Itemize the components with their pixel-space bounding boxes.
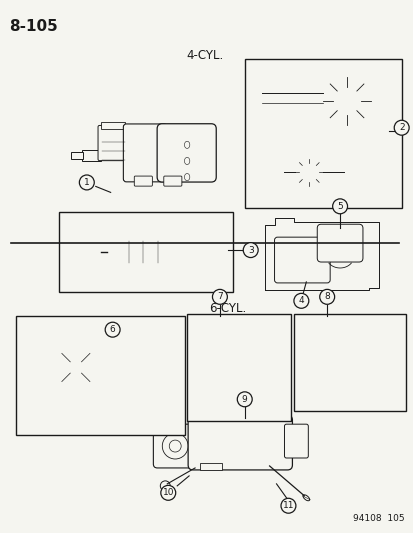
Ellipse shape xyxy=(233,352,243,382)
Bar xyxy=(187,314,291,421)
Text: 7: 7 xyxy=(216,292,222,301)
Ellipse shape xyxy=(184,157,189,165)
FancyBboxPatch shape xyxy=(100,342,149,405)
Circle shape xyxy=(323,77,370,125)
Circle shape xyxy=(243,243,258,257)
Circle shape xyxy=(162,433,188,459)
Ellipse shape xyxy=(184,141,189,148)
FancyBboxPatch shape xyxy=(153,424,199,468)
Circle shape xyxy=(320,377,325,383)
Text: 94108  105: 94108 105 xyxy=(352,514,404,523)
Text: 3: 3 xyxy=(247,246,253,255)
Circle shape xyxy=(293,293,308,308)
Circle shape xyxy=(380,349,388,357)
Circle shape xyxy=(332,87,360,115)
FancyBboxPatch shape xyxy=(43,337,110,410)
Bar xyxy=(340,341,382,398)
Text: 2: 2 xyxy=(398,123,404,132)
Bar xyxy=(81,150,101,161)
FancyBboxPatch shape xyxy=(164,176,181,186)
Bar xyxy=(59,212,232,292)
Bar xyxy=(199,463,221,470)
Bar xyxy=(294,314,405,411)
Text: 8: 8 xyxy=(323,292,329,301)
Text: 6: 6 xyxy=(109,325,115,334)
Circle shape xyxy=(160,486,175,500)
Circle shape xyxy=(169,440,181,452)
FancyBboxPatch shape xyxy=(274,237,330,283)
Text: 9: 9 xyxy=(241,395,247,404)
Circle shape xyxy=(393,120,408,135)
Bar xyxy=(71,152,83,159)
FancyBboxPatch shape xyxy=(157,124,216,182)
Ellipse shape xyxy=(224,352,234,382)
Circle shape xyxy=(342,97,350,105)
Text: 4: 4 xyxy=(298,296,304,305)
Ellipse shape xyxy=(206,352,216,382)
Circle shape xyxy=(305,168,313,176)
Circle shape xyxy=(62,353,90,382)
Ellipse shape xyxy=(216,352,225,382)
Circle shape xyxy=(316,374,330,387)
FancyBboxPatch shape xyxy=(123,124,166,182)
Text: 5: 5 xyxy=(337,202,342,211)
Circle shape xyxy=(68,360,83,375)
Circle shape xyxy=(316,358,330,372)
Circle shape xyxy=(105,322,120,337)
Text: 10: 10 xyxy=(162,488,173,497)
Circle shape xyxy=(280,498,295,513)
Circle shape xyxy=(237,392,252,407)
Circle shape xyxy=(320,361,325,367)
Bar xyxy=(58,403,90,410)
FancyBboxPatch shape xyxy=(188,415,292,470)
FancyBboxPatch shape xyxy=(98,125,128,160)
FancyBboxPatch shape xyxy=(284,424,308,458)
Ellipse shape xyxy=(242,352,252,382)
FancyBboxPatch shape xyxy=(104,237,173,268)
Circle shape xyxy=(380,378,388,386)
Circle shape xyxy=(319,289,334,304)
Ellipse shape xyxy=(251,352,261,382)
Circle shape xyxy=(160,481,170,491)
Circle shape xyxy=(170,246,182,258)
Ellipse shape xyxy=(302,495,309,501)
Circle shape xyxy=(79,175,94,190)
Bar xyxy=(16,316,185,435)
FancyBboxPatch shape xyxy=(134,176,152,186)
Text: 1: 1 xyxy=(84,178,90,187)
Circle shape xyxy=(164,240,188,264)
Circle shape xyxy=(380,364,388,372)
Circle shape xyxy=(189,243,195,249)
Circle shape xyxy=(56,348,95,387)
Bar xyxy=(101,122,124,129)
Bar xyxy=(244,59,401,208)
Circle shape xyxy=(212,289,227,304)
FancyBboxPatch shape xyxy=(316,224,362,262)
Text: 6-CYL.: 6-CYL. xyxy=(209,302,246,315)
Text: 8-105: 8-105 xyxy=(9,19,58,34)
FancyBboxPatch shape xyxy=(346,346,376,389)
Circle shape xyxy=(299,163,318,182)
Ellipse shape xyxy=(184,173,189,181)
Circle shape xyxy=(332,199,347,214)
Circle shape xyxy=(261,364,269,372)
Circle shape xyxy=(256,359,274,376)
Text: 11: 11 xyxy=(282,501,294,510)
Text: 4-CYL.: 4-CYL. xyxy=(186,49,223,62)
